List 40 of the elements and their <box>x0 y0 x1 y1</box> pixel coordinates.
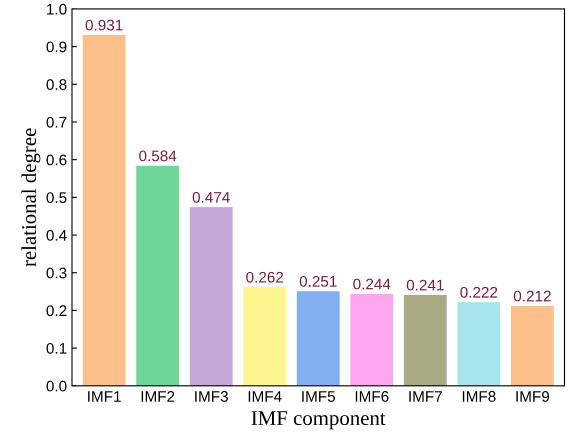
x-tick-label: IMF2 <box>142 391 174 402</box>
x-tick-label: IMF4 <box>248 391 282 402</box>
y-tick-label: 0.7 <box>46 116 66 128</box>
data-label: 0.931 <box>86 20 122 31</box>
bar <box>190 207 233 386</box>
x-tick-label: IMF9 <box>516 391 550 402</box>
data-label: 0.222 <box>460 286 498 298</box>
x-tick-label: IMF8 <box>462 391 496 402</box>
x-tick-label: IMF1 <box>88 391 121 402</box>
bar <box>457 302 500 386</box>
bar <box>350 294 394 386</box>
bar <box>82 34 126 386</box>
y-tick-label: 0.9 <box>46 41 66 52</box>
bar <box>510 306 554 386</box>
data-label: 0.241 <box>406 280 444 291</box>
data-label: 0.212 <box>514 290 551 302</box>
y-tick-label: 0.1 <box>46 342 66 354</box>
y-tick-label: 1.0 <box>47 4 67 15</box>
y-tick-label: 0.5 <box>46 192 66 204</box>
data-label: 0.251 <box>300 276 337 287</box>
y-tick-label: 0.8 <box>46 79 66 90</box>
y-axis-title: relational degree <box>21 128 40 267</box>
data-label: 0.262 <box>246 272 284 283</box>
x-tick-label: IMF5 <box>302 391 335 402</box>
x-tick-label: IMF7 <box>409 391 442 402</box>
data-label: 0.584 <box>139 150 176 162</box>
x-tick-label: IMF3 <box>195 391 228 402</box>
x-tick-label: IMF6 <box>356 391 388 402</box>
y-tick-label: 0.3 <box>46 268 66 278</box>
x-axis-title: IMF component <box>252 411 386 430</box>
bar <box>296 291 340 386</box>
bar <box>243 287 286 386</box>
bar <box>136 166 180 386</box>
y-tick-label: 0.0 <box>46 380 67 392</box>
data-label: 0.244 <box>353 278 390 290</box>
bar <box>404 294 447 386</box>
data-label: 0.474 <box>192 192 230 203</box>
y-tick-label: 0.2 <box>46 305 66 316</box>
y-tick-label: 0.4 <box>46 230 67 241</box>
y-tick-label: 0.6 <box>46 154 66 166</box>
